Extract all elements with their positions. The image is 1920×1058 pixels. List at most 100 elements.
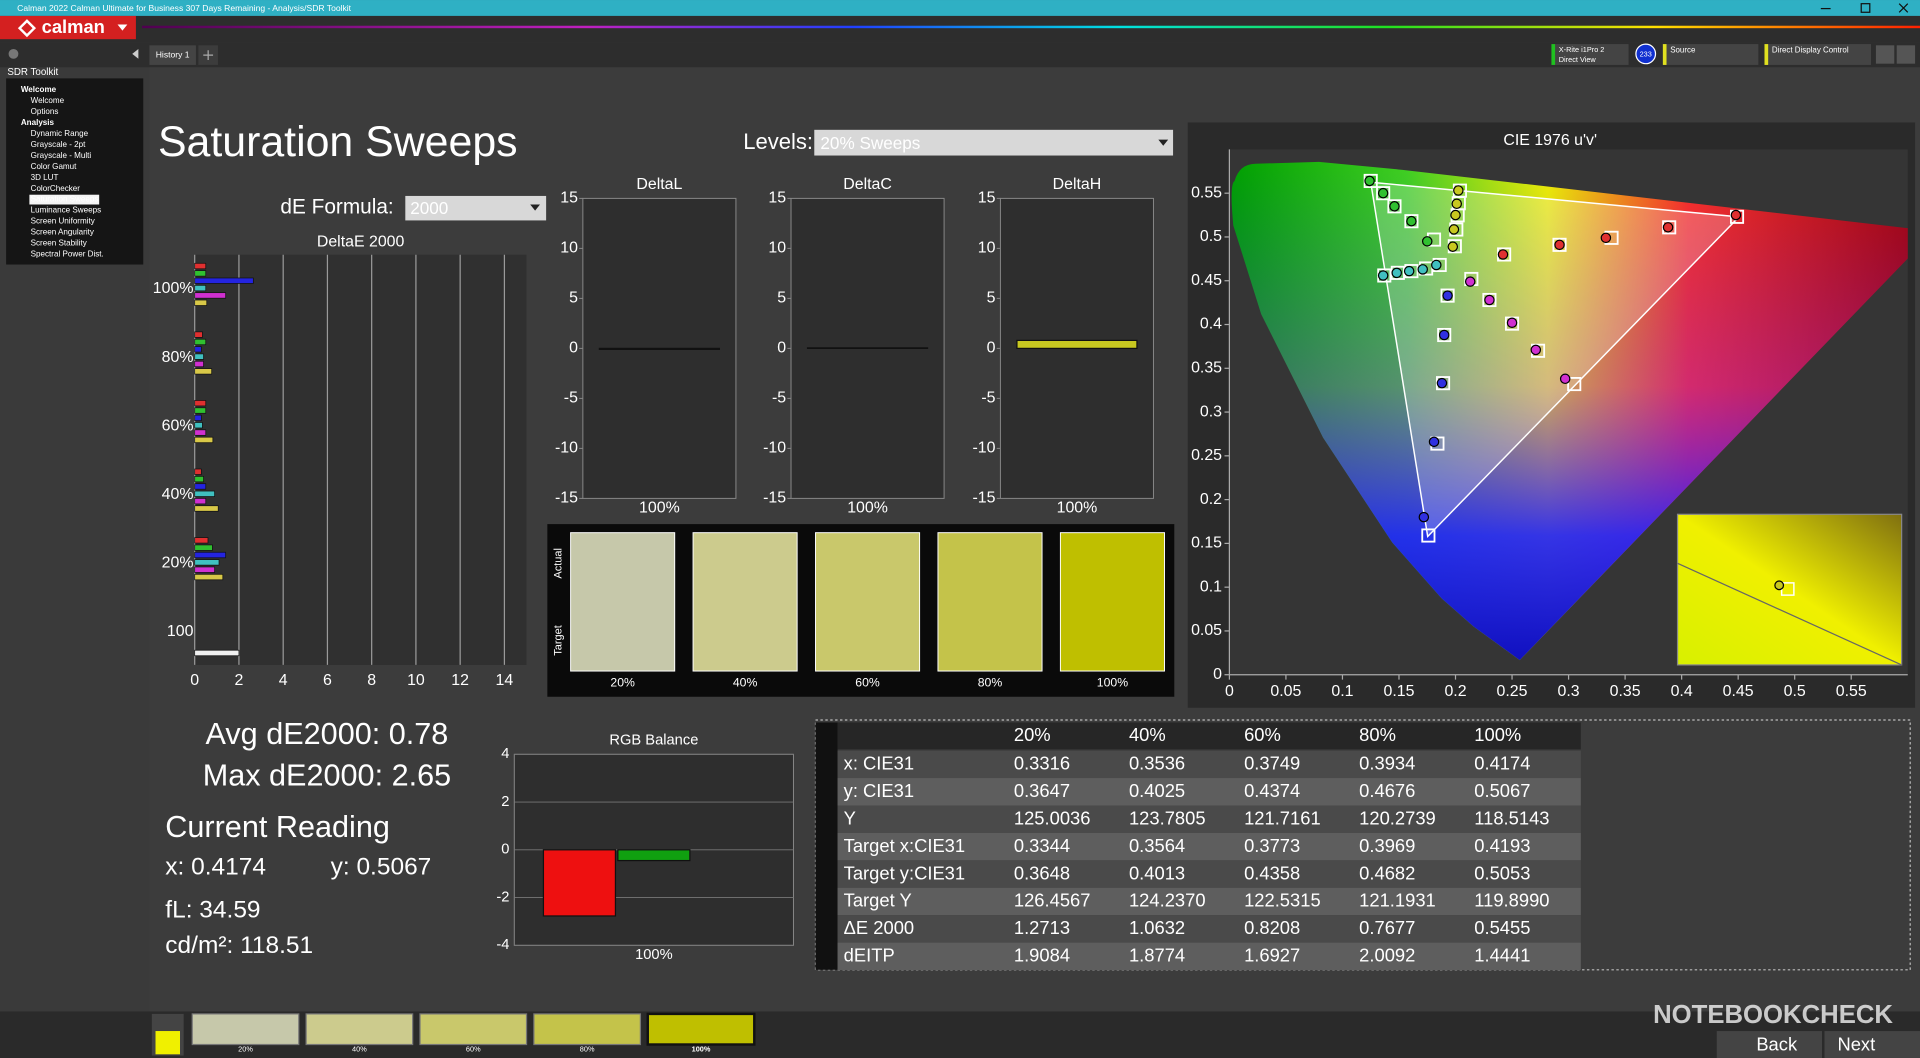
cie-inset bbox=[1676, 513, 1903, 666]
table-cell: 119.8990 bbox=[1474, 890, 1549, 911]
meter-box[interactable] bbox=[1551, 44, 1629, 65]
formula-arrow[interactable] bbox=[530, 204, 540, 211]
measured-point bbox=[1559, 373, 1571, 385]
bar bbox=[194, 277, 254, 284]
tree-item[interactable]: Grayscale - Multi bbox=[31, 151, 92, 160]
window-controls[interactable] bbox=[1820, 3, 1909, 13]
y-tick-label: 0.5 bbox=[1200, 228, 1222, 245]
tree-item[interactable]: Grayscale - 2pt bbox=[31, 140, 87, 149]
history-tab[interactable] bbox=[149, 45, 196, 65]
toggle-icon[interactable] bbox=[8, 49, 19, 59]
thumbnail-label[interactable]: 100% bbox=[692, 1044, 711, 1053]
table-header: 80% bbox=[1359, 724, 1396, 745]
bar bbox=[194, 498, 207, 505]
cie-locus bbox=[1231, 161, 1908, 661]
meter-name[interactable]: X-Rite i1Pro 2 bbox=[1559, 45, 1605, 54]
x-tick-label: 100% bbox=[1057, 499, 1098, 516]
tree-item[interactable]: Saturation Sweeps bbox=[31, 195, 99, 204]
tree-item[interactable]: Screen Stability bbox=[31, 239, 88, 248]
color-swatch bbox=[937, 532, 1043, 672]
collapse-arrow[interactable] bbox=[132, 49, 139, 59]
measured-point bbox=[1730, 209, 1742, 221]
bar bbox=[194, 262, 207, 270]
locus-shade bbox=[1231, 161, 1908, 661]
meter-status bbox=[1551, 44, 1556, 65]
table-row bbox=[837, 915, 1581, 943]
logo-box[interactable] bbox=[0, 15, 136, 40]
tree-item[interactable]: Welcome bbox=[21, 85, 57, 94]
levels-arrow[interactable] bbox=[1158, 139, 1169, 146]
table-cell: 0.4358 bbox=[1244, 862, 1300, 883]
badge[interactable] bbox=[1635, 43, 1657, 65]
logo-text[interactable]: calman bbox=[42, 16, 105, 37]
display-box[interactable] bbox=[1764, 44, 1872, 65]
tab-label[interactable]: History 1 bbox=[156, 49, 190, 59]
tree-item[interactable]: Options bbox=[31, 107, 59, 116]
tree-item[interactable]: Color Gamut bbox=[31, 162, 78, 171]
tree-item[interactable]: Dynamic Range bbox=[31, 129, 89, 138]
table-cell: 0.4676 bbox=[1359, 780, 1415, 801]
thumbnail-label[interactable]: 20% bbox=[238, 1044, 253, 1053]
levels-value[interactable]: 20% Sweeps bbox=[820, 133, 920, 153]
x-tick-label: 0.45 bbox=[1723, 683, 1754, 700]
source-status bbox=[1662, 44, 1667, 65]
tree-item[interactable]: ColorChecker bbox=[31, 184, 81, 193]
levels-dropdown[interactable] bbox=[814, 129, 1174, 156]
measured-point bbox=[1447, 241, 1459, 252]
badge-label[interactable]: 233 bbox=[1640, 49, 1652, 58]
y-tick-label: 80% bbox=[162, 349, 194, 366]
y-tick-label: -5 bbox=[981, 390, 995, 407]
thumbnail-label[interactable]: 80% bbox=[580, 1044, 595, 1053]
tools-button[interactable] bbox=[1896, 45, 1916, 64]
display-label[interactable]: Direct Display Control bbox=[1772, 45, 1849, 54]
swatch-row-label: Actual bbox=[552, 548, 564, 579]
back-label[interactable]: Back bbox=[1756, 1034, 1798, 1055]
chart-title: DeltaC bbox=[843, 176, 892, 193]
thumbnail[interactable] bbox=[646, 1012, 756, 1046]
measured-point bbox=[1417, 264, 1428, 275]
logo-dropdown[interactable] bbox=[117, 24, 128, 31]
max-de: Max dE2000: 2.65 bbox=[203, 759, 451, 793]
thumbnail-label[interactable]: 60% bbox=[466, 1044, 481, 1053]
thumbnail[interactable] bbox=[305, 1013, 414, 1046]
x-tick-label: 0 bbox=[190, 672, 199, 689]
close-icon[interactable] bbox=[1898, 3, 1909, 13]
meter-mode[interactable]: Direct View bbox=[1559, 55, 1597, 64]
thumbnail[interactable] bbox=[191, 1013, 300, 1046]
table-row bbox=[837, 887, 1581, 916]
maximize-icon[interactable] bbox=[1860, 3, 1871, 13]
thumbnail[interactable] bbox=[533, 1013, 642, 1046]
next-button[interactable] bbox=[1824, 1031, 1920, 1058]
source-label[interactable]: Source bbox=[1670, 45, 1696, 54]
table-row bbox=[837, 832, 1581, 861]
y-tick-label: 0.4 bbox=[1200, 316, 1222, 333]
tree-item[interactable]: Screen Uniformity bbox=[31, 217, 96, 226]
y-tick-label: 0.55 bbox=[1191, 184, 1222, 201]
tree-item[interactable]: Analysis bbox=[21, 118, 55, 127]
y-tick-label: -10 bbox=[763, 440, 786, 457]
tree-item[interactable]: Luminance Sweeps bbox=[31, 206, 102, 215]
settings-button[interactable] bbox=[1875, 45, 1895, 64]
tree-item[interactable]: Spectral Power Dist. bbox=[31, 250, 104, 259]
x-tick-label: 2 bbox=[235, 672, 244, 689]
table-cell: 0.3564 bbox=[1129, 835, 1185, 856]
y-tick-label: 10 bbox=[978, 240, 996, 257]
tree-item[interactable]: Welcome bbox=[31, 96, 65, 105]
add-tab-icon[interactable] bbox=[203, 50, 214, 61]
thumbnail-label[interactable]: 40% bbox=[352, 1044, 367, 1053]
table-cell: 122.5315 bbox=[1244, 890, 1321, 911]
tab-bar bbox=[0, 42, 1920, 68]
next-label[interactable]: Next bbox=[1837, 1034, 1875, 1055]
formula-dropdown[interactable] bbox=[405, 195, 547, 221]
x-tick-label: 4 bbox=[279, 672, 288, 689]
thumbnail[interactable] bbox=[419, 1013, 528, 1046]
bar bbox=[194, 360, 204, 368]
table-cell: 0.3536 bbox=[1129, 753, 1185, 774]
x-tick-label: 10 bbox=[407, 672, 425, 689]
tree-item[interactable]: Screen Angularity bbox=[31, 228, 95, 237]
tree-item[interactable]: 3D LUT bbox=[31, 173, 59, 182]
back-button[interactable] bbox=[1716, 1031, 1823, 1058]
formula-value[interactable]: 2000 bbox=[410, 198, 448, 218]
source-box[interactable] bbox=[1662, 44, 1759, 65]
